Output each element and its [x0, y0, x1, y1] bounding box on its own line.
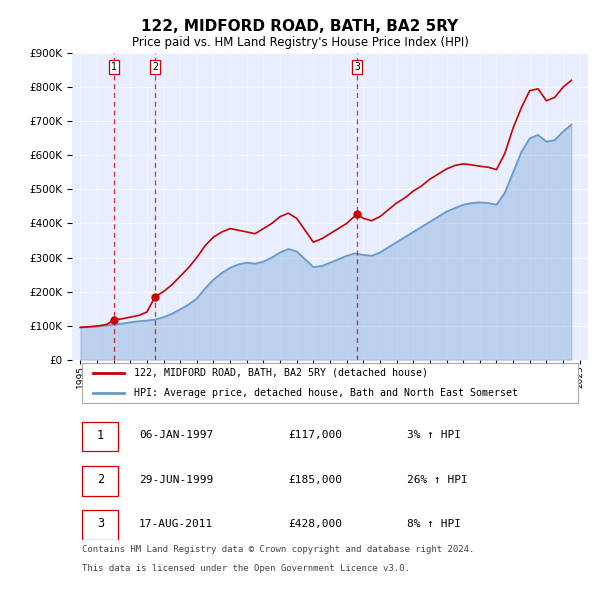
Text: 29-JUN-1999: 29-JUN-1999 [139, 474, 214, 484]
Text: 06-JAN-1997: 06-JAN-1997 [139, 430, 214, 440]
Text: 17-AUG-2011: 17-AUG-2011 [139, 519, 214, 529]
Text: 1: 1 [111, 63, 117, 73]
Text: £428,000: £428,000 [289, 519, 343, 529]
Text: 1: 1 [97, 429, 104, 442]
Text: 2: 2 [97, 473, 104, 486]
FancyBboxPatch shape [82, 422, 118, 451]
Text: HPI: Average price, detached house, Bath and North East Somerset: HPI: Average price, detached house, Bath… [134, 388, 518, 398]
Text: 8% ↑ HPI: 8% ↑ HPI [407, 519, 461, 529]
Text: This data is licensed under the Open Government Licence v3.0.: This data is licensed under the Open Gov… [82, 564, 410, 573]
Text: £185,000: £185,000 [289, 474, 343, 484]
FancyBboxPatch shape [82, 363, 578, 404]
Text: 122, MIDFORD ROAD, BATH, BA2 5RY (detached house): 122, MIDFORD ROAD, BATH, BA2 5RY (detach… [134, 368, 428, 378]
Text: 3: 3 [97, 517, 104, 530]
Text: 3% ↑ HPI: 3% ↑ HPI [407, 430, 461, 440]
Text: Contains HM Land Registry data © Crown copyright and database right 2024.: Contains HM Land Registry data © Crown c… [82, 545, 475, 554]
Text: Price paid vs. HM Land Registry's House Price Index (HPI): Price paid vs. HM Land Registry's House … [131, 36, 469, 49]
Text: 3: 3 [354, 63, 360, 73]
Text: 122, MIDFORD ROAD, BATH, BA2 5RY: 122, MIDFORD ROAD, BATH, BA2 5RY [142, 19, 458, 34]
FancyBboxPatch shape [82, 510, 118, 540]
FancyBboxPatch shape [82, 466, 118, 496]
Text: 26% ↑ HPI: 26% ↑ HPI [407, 474, 468, 484]
Text: £117,000: £117,000 [289, 430, 343, 440]
Text: 2: 2 [152, 63, 158, 73]
